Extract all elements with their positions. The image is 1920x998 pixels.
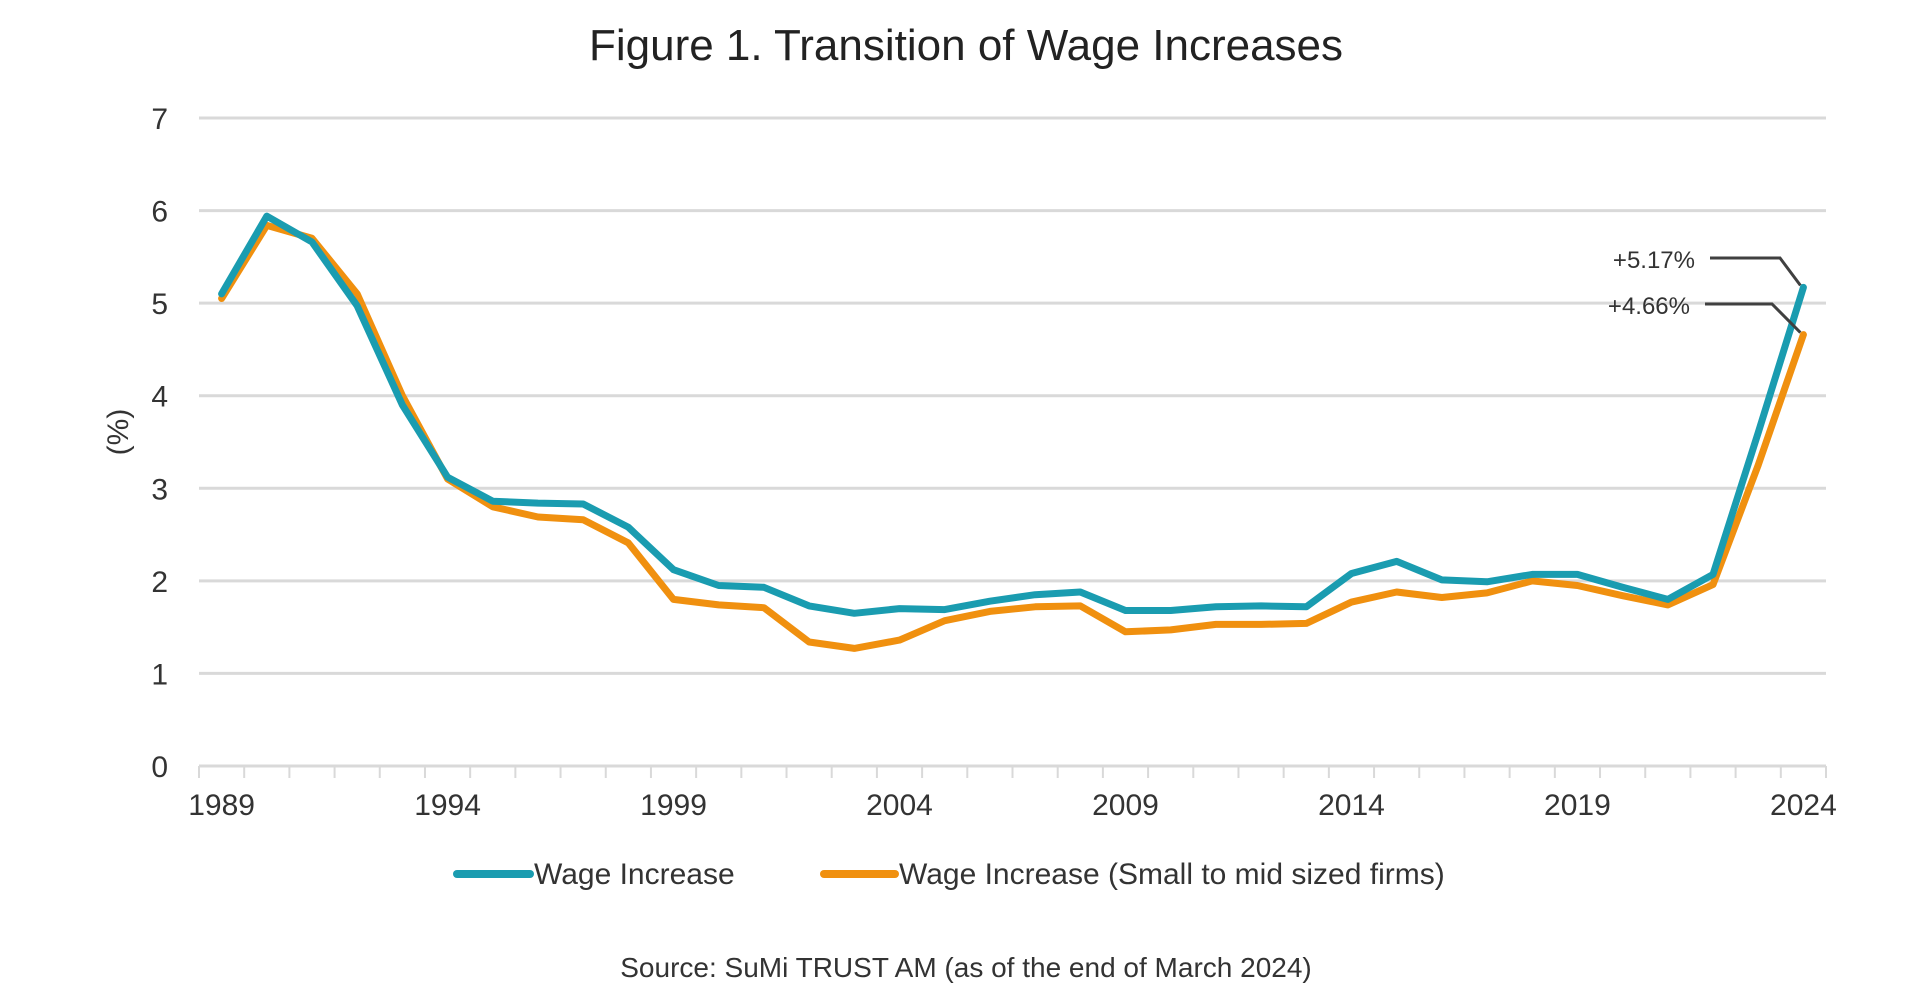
x-tick-label: 1999 [640,789,707,822]
annotation-leader [1705,302,1802,334]
y-tick-label: 2 [151,566,168,599]
x-tick-label: 2019 [1544,789,1611,822]
x-tick-label: 2009 [1092,789,1159,822]
annotations: +5.17% +4.66% [1608,247,1802,334]
y-tick-label: 3 [151,473,168,506]
series-lines [218,212,1807,652]
x-tick-label: 2004 [866,789,933,822]
legend-label-1: Wage Increase (Small to mid sized firms) [899,858,1445,891]
series-line-1 [218,221,1807,652]
x-tick-label: 2024 [1770,789,1837,822]
x-axis: 1989 1994 1999 2004 2009 2014 2019 2024 [188,766,1837,822]
y-axis-label: (%) [102,409,135,456]
legend: Wage Increase Wage Increase (Small to mid… [453,858,1445,891]
annotation-label: +4.66% [1608,293,1690,320]
x-tick-label: 2014 [1318,789,1385,822]
y-tick-label: 4 [151,381,168,414]
y-tick-label: 5 [151,288,168,321]
source-note: Source: SuMi TRUST AM (as of the end of … [620,952,1312,983]
annotation-leader [1710,256,1802,287]
grid: 0 1 2 3 4 5 6 7 [151,103,1826,784]
annotation-label: +5.17% [1613,247,1695,274]
y-tick-label: 0 [151,751,168,784]
chart-title: Figure 1. Transition of Wage Increases [589,21,1343,70]
x-tick-label: 1989 [188,789,255,822]
series-line-0 [218,212,1807,617]
legend-label-0: Wage Increase [534,858,735,891]
y-tick-label: 6 [151,196,168,229]
y-tick-label: 1 [151,658,168,691]
x-tick-label: 1994 [414,789,481,822]
y-tick-label: 7 [151,103,168,136]
